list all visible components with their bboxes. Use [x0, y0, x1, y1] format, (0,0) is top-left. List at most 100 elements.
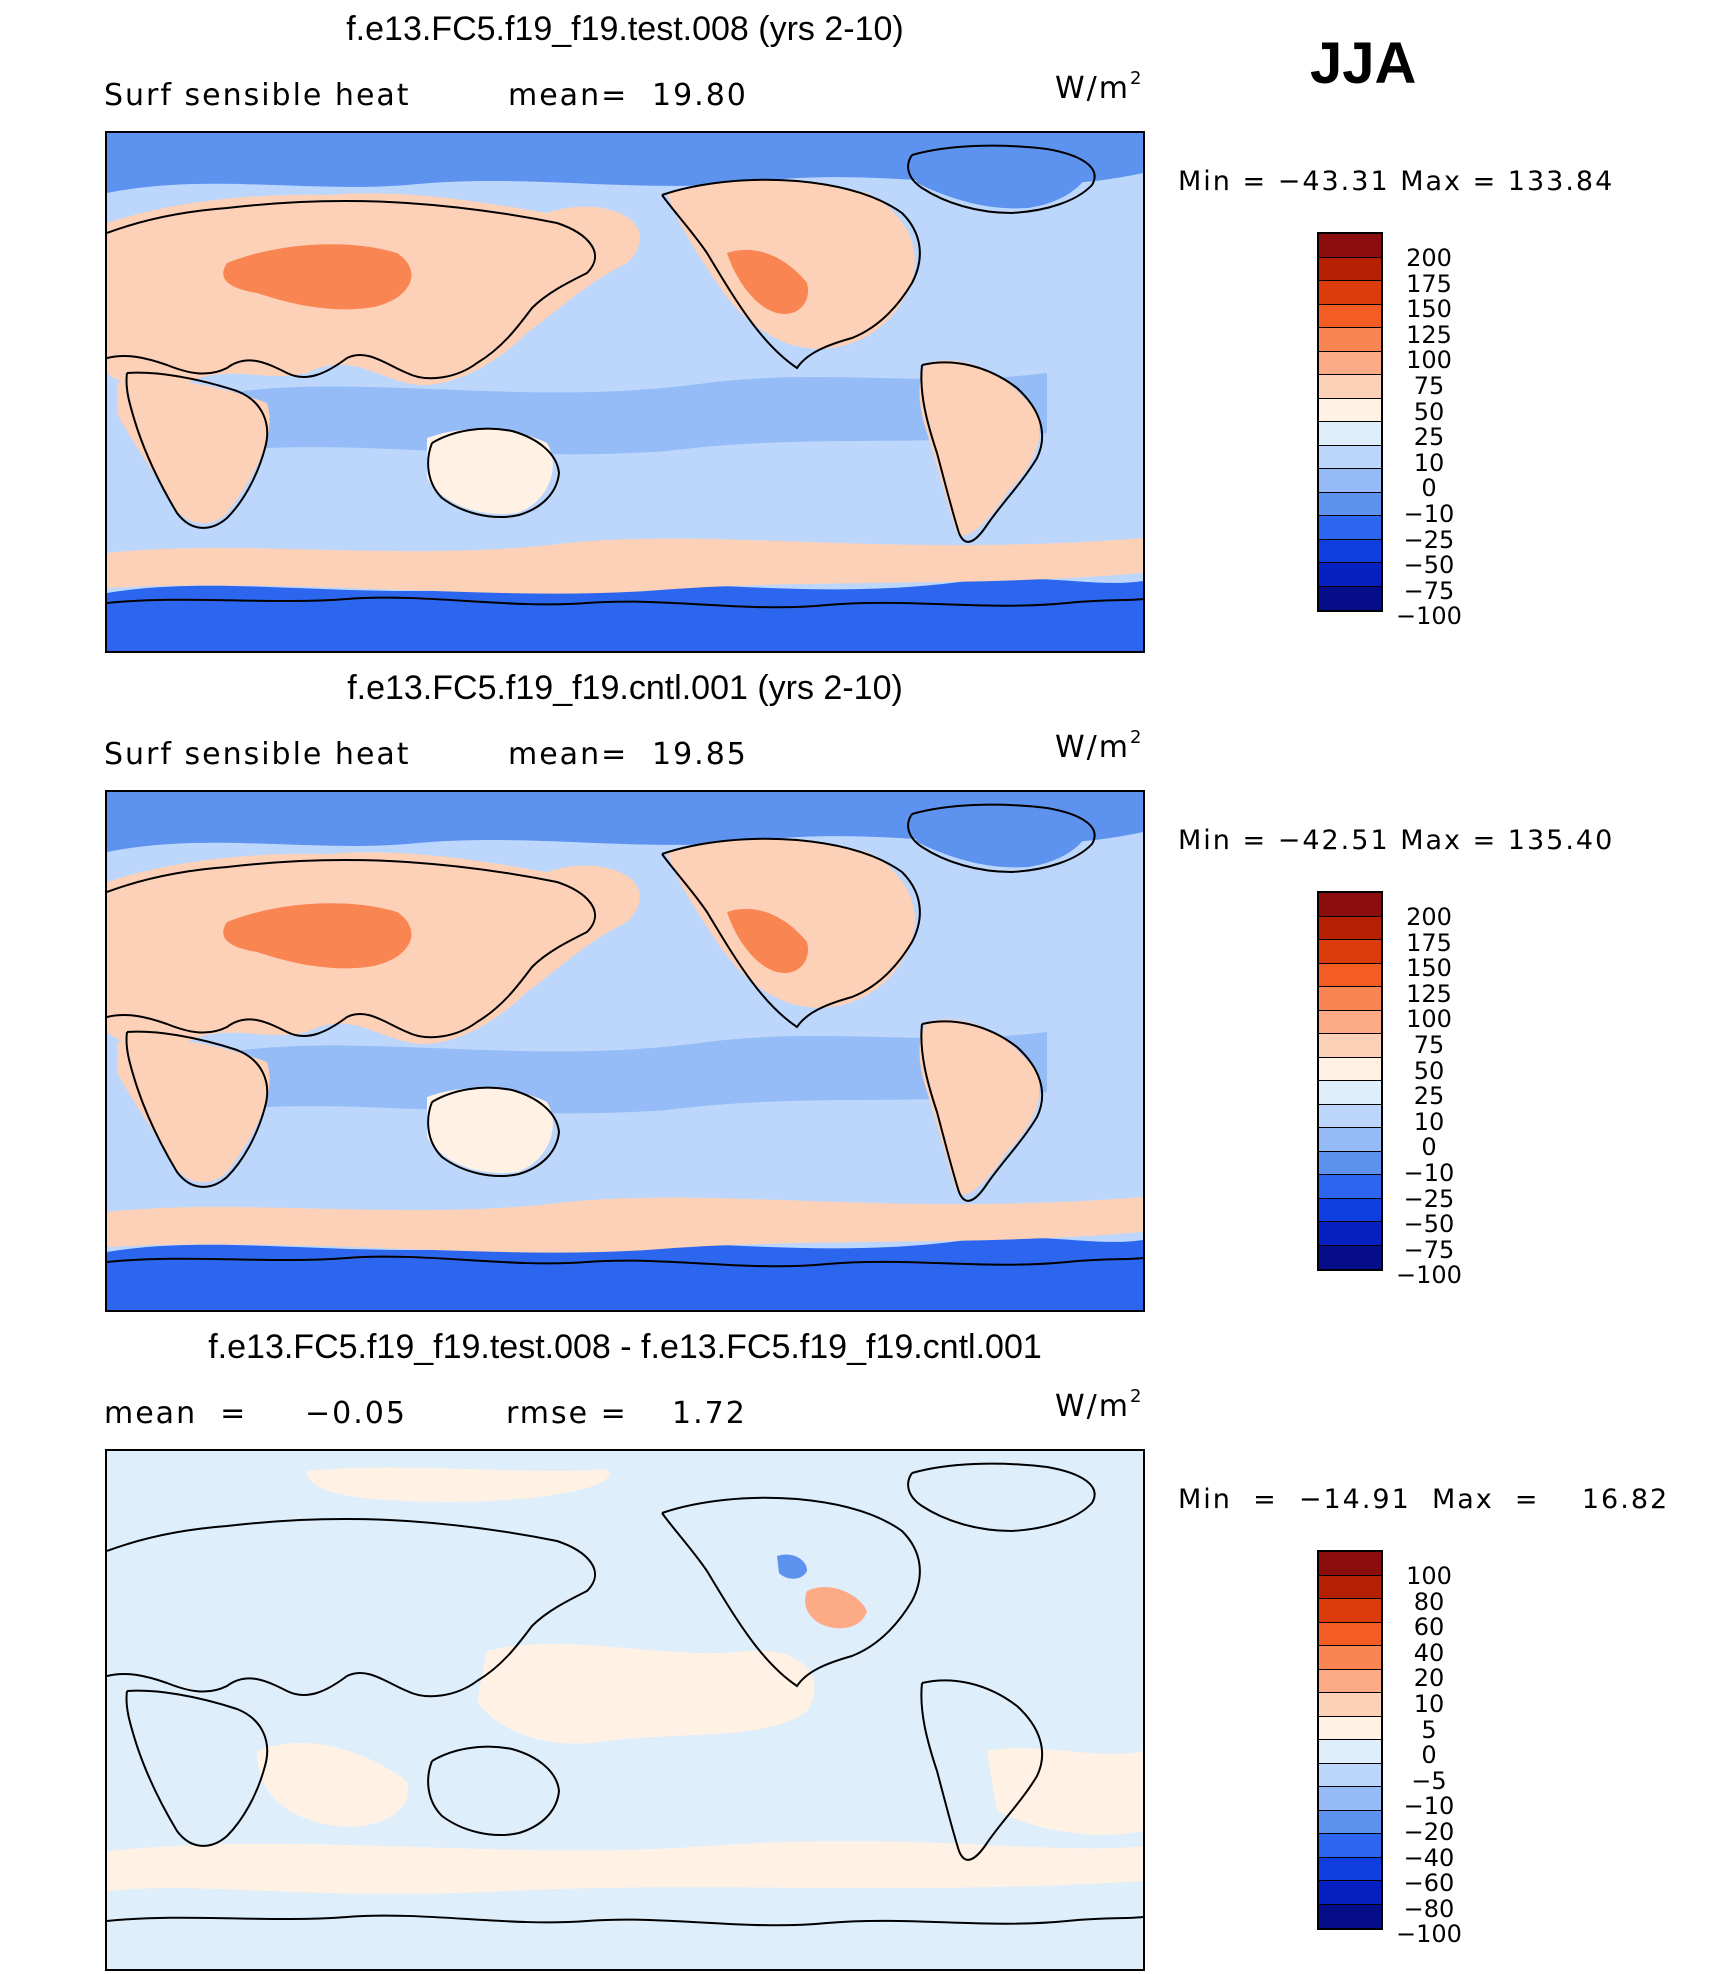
colorbar-tick: −100: [1396, 1920, 1462, 1949]
colorbar-tick: 0: [1421, 474, 1437, 503]
colorbar-swatch: [1319, 1834, 1381, 1858]
colorbar-swatch: [1319, 445, 1381, 469]
panel-3-mean-label: mean = −0.05: [104, 1396, 407, 1431]
africa-land: [117, 1038, 270, 1183]
colorbar-swatch: [1319, 1763, 1381, 1787]
colorbar-swatch: [1319, 398, 1381, 422]
positive-anomaly-pacific: [477, 1643, 815, 1744]
colorbar-tick: 125: [1406, 979, 1452, 1008]
coastline-africa: [125, 1030, 269, 1188]
colorbar-swatch: [1319, 234, 1381, 258]
panel-2-minmax: Min = −42.51 Max = 135.40: [1178, 825, 1615, 856]
colorbar-swatch: [1319, 1810, 1381, 1834]
colorbar-tick: −40: [1403, 1843, 1455, 1872]
panel-1-mean-label: mean=: [508, 78, 629, 113]
coastline-north-america: [661, 1496, 921, 1688]
colorbar-tick: 10: [1413, 1689, 1445, 1718]
colorbar-tick: 20: [1413, 1664, 1445, 1693]
panel-2-map: [105, 790, 1145, 1312]
australia-land: [427, 428, 553, 514]
coastline-eurasia: [107, 199, 597, 380]
coastline-greenland: [907, 144, 1096, 215]
panel-1-colorbar-ticks: 200 175 150 125 100 75 50 25 10 0 −10 −2…: [1384, 244, 1474, 631]
colorbar-tick: 50: [1413, 1056, 1445, 1085]
central-asia-hotspot: [223, 903, 412, 969]
colorbar-swatch: [1319, 1716, 1381, 1740]
colorbar-swatch: [1319, 375, 1381, 399]
colorbar-tick: −20: [1403, 1817, 1455, 1846]
colorbar-swatch: [1319, 1081, 1381, 1105]
colorbar-swatch: [1319, 1222, 1381, 1246]
colorbar-tick: 25: [1413, 1082, 1445, 1111]
colorbar-tick: −80: [1403, 1894, 1455, 1923]
antarctic-band: [107, 578, 1143, 651]
colorbar-swatch: [1319, 1128, 1381, 1152]
panel-2-units: W/m2: [1055, 727, 1142, 765]
colorbar-swatch: [1319, 1740, 1381, 1764]
panel-3-map-svg: [107, 1451, 1143, 1969]
colorbar-swatch: [1319, 1857, 1381, 1881]
colorbar-tick: 5: [1421, 1715, 1437, 1744]
panel-3-rmse-value: 1.72: [672, 1396, 747, 1431]
colorbar-swatch: [1319, 1693, 1381, 1717]
coastline-australia: [427, 1745, 561, 1836]
colorbar-tick: 10: [1413, 1107, 1445, 1136]
colorbar-tick: 80: [1413, 1587, 1445, 1616]
colorbar-tick: 175: [1406, 269, 1452, 298]
colorbar-swatch: [1319, 1104, 1381, 1128]
colorbar-tick: −75: [1403, 1235, 1455, 1264]
colorbar-tick: −25: [1403, 1184, 1455, 1213]
colorbar-tick: 150: [1406, 954, 1452, 983]
colorbar-swatch: [1319, 281, 1381, 305]
colorbar-tick: −100: [1396, 602, 1462, 631]
negative-anomaly-hotspot: [777, 1554, 807, 1579]
colorbar-swatch: [1319, 492, 1381, 516]
colorbar-tick: 200: [1406, 244, 1452, 272]
colorbar-swatch: [1319, 563, 1381, 587]
panel-1-map-svg: [107, 133, 1143, 651]
colorbar-tick: −25: [1403, 525, 1455, 554]
season-label: JJA: [1310, 31, 1417, 96]
colorbar-swatch: [1319, 422, 1381, 446]
colorbar-tick: 40: [1413, 1638, 1445, 1667]
colorbar-swatch: [1319, 1669, 1381, 1693]
colorbar-tick: 10: [1413, 448, 1445, 477]
panel-3-colorbar-ticks: 100 80 60 40 20 10 5 0 −5 −10 −20 −40 −6…: [1384, 1562, 1474, 1949]
colorbar-tick: 125: [1406, 320, 1452, 349]
coastline-eurasia: [107, 1517, 597, 1698]
colorbar-tick: 150: [1406, 295, 1452, 324]
colorbar-tick: 60: [1413, 1613, 1445, 1642]
antarctic-band: [107, 1237, 1143, 1310]
africa-land: [117, 379, 270, 524]
colorbar-tick: −10: [1403, 1792, 1455, 1821]
tropical-ocean-band: [227, 1032, 1047, 1114]
colorbar-tick: −10: [1403, 499, 1455, 528]
colorbar-swatch: [1319, 328, 1381, 352]
north-america-land: [667, 838, 915, 1008]
colorbar-tick: 100: [1406, 1562, 1452, 1590]
colorbar-swatch: [1319, 987, 1381, 1011]
south-america-land: [919, 1019, 1040, 1195]
colorbar-swatch: [1319, 1151, 1381, 1175]
colorbar-tick: −50: [1403, 1210, 1455, 1239]
coastline-north-america: [661, 178, 921, 370]
coastline-south-america: [920, 361, 1044, 543]
positive-anomaly-arctic: [307, 1467, 610, 1502]
southern-ocean-warm-band: [107, 538, 1143, 594]
coastline-antarctica: [107, 1914, 1143, 1927]
positive-anomaly-indian: [257, 1742, 409, 1827]
panel-2-title: f.e13.FC5.f19_f19.cntl.001 (yrs 2-10): [347, 669, 903, 707]
colorbar-tick: 75: [1413, 1030, 1445, 1059]
coastline-eurasia: [107, 858, 597, 1039]
colorbar-swatch: [1319, 916, 1381, 940]
colorbar-swatch: [1319, 1599, 1381, 1623]
colorbar-tick: −10: [1403, 1158, 1455, 1187]
colorbar-tick: 100: [1406, 1005, 1452, 1034]
positive-anomaly-atlantic: [987, 1748, 1143, 1835]
colorbar-tick: −50: [1403, 551, 1455, 580]
western-us-hotspot: [727, 908, 808, 973]
tropical-ocean-band: [227, 373, 1047, 455]
panel-1-colorbar: [1317, 232, 1383, 612]
colorbar-swatch: [1319, 1787, 1381, 1811]
central-asia-hotspot: [223, 244, 412, 310]
